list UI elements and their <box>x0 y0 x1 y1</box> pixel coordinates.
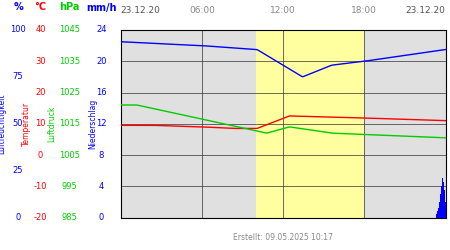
Bar <box>440 194 441 218</box>
Text: 20: 20 <box>35 88 46 97</box>
Text: %: % <box>13 2 23 12</box>
Bar <box>444 190 445 218</box>
Text: Luftdruck: Luftdruck <box>47 106 56 142</box>
Bar <box>439 202 441 218</box>
Text: 8: 8 <box>99 150 104 160</box>
Text: 4: 4 <box>99 182 104 191</box>
Text: 18:00: 18:00 <box>351 6 377 15</box>
Bar <box>442 178 443 218</box>
Text: Erstellt: 09.05.2025 10:17: Erstellt: 09.05.2025 10:17 <box>233 232 333 241</box>
Bar <box>436 214 438 218</box>
Text: 75: 75 <box>13 72 23 82</box>
Text: -20: -20 <box>34 213 47 222</box>
Bar <box>441 186 442 218</box>
Text: 06:00: 06:00 <box>189 6 215 15</box>
Text: 0: 0 <box>99 213 104 222</box>
Text: 995: 995 <box>62 182 77 191</box>
Text: 30: 30 <box>35 57 46 66</box>
Bar <box>436 215 437 218</box>
Text: 20: 20 <box>96 57 107 66</box>
Text: 100: 100 <box>10 26 26 35</box>
Text: -10: -10 <box>34 182 47 191</box>
Text: 12:00: 12:00 <box>270 6 296 15</box>
Text: 23.12.20: 23.12.20 <box>405 6 446 15</box>
Text: hPa: hPa <box>59 2 80 12</box>
Bar <box>256 30 364 218</box>
Bar <box>443 182 444 218</box>
Text: 1005: 1005 <box>59 150 80 160</box>
Text: 1025: 1025 <box>59 88 80 97</box>
Text: 1035: 1035 <box>59 57 80 66</box>
Text: 16: 16 <box>96 88 107 97</box>
Text: 1045: 1045 <box>59 26 80 35</box>
Text: Luftfeuchtigkeit: Luftfeuchtigkeit <box>0 94 7 154</box>
Text: 23.12.20: 23.12.20 <box>121 6 161 15</box>
Text: 50: 50 <box>13 119 23 128</box>
Text: 25: 25 <box>13 166 23 175</box>
Text: 24: 24 <box>96 26 107 35</box>
Bar <box>438 208 440 218</box>
Text: Temperatur: Temperatur <box>22 102 31 146</box>
Text: 985: 985 <box>62 213 78 222</box>
Text: Niederschlag: Niederschlag <box>88 98 97 149</box>
Bar <box>445 202 446 218</box>
Text: 1015: 1015 <box>59 119 80 128</box>
Bar <box>437 211 439 218</box>
Text: 10: 10 <box>35 119 46 128</box>
Text: 0: 0 <box>38 150 43 160</box>
Text: mm/h: mm/h <box>86 2 117 12</box>
Text: °C: °C <box>35 2 46 12</box>
Text: 0: 0 <box>15 213 21 222</box>
Text: 40: 40 <box>35 26 46 35</box>
Text: 12: 12 <box>96 119 107 128</box>
